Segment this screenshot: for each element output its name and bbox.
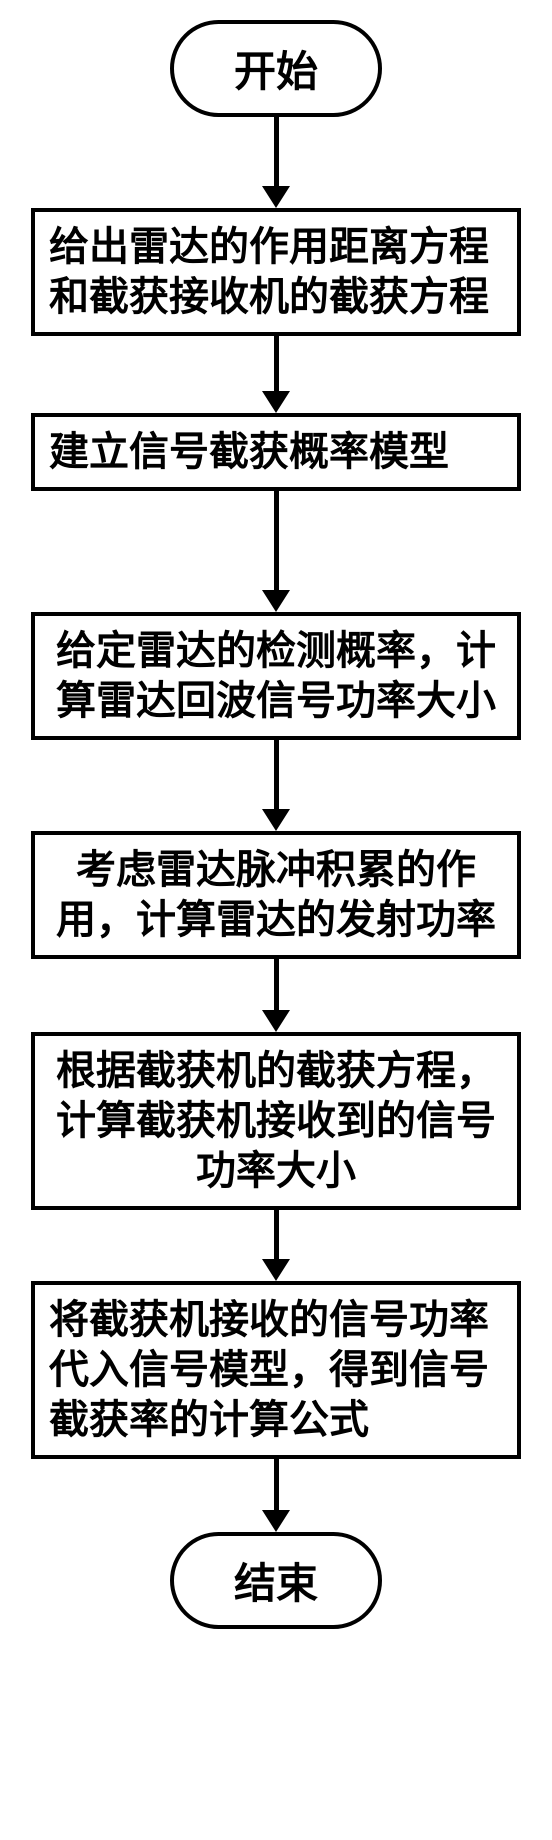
step-text: 建立信号截获概率模型: [49, 429, 449, 474]
process-step-2: 给定雷达的检测概率，计算雷达回波信号功率大小: [31, 612, 521, 740]
arrow-line: [274, 1210, 279, 1260]
step-text: 给出雷达的作用距离方程和截获接收机的截获方程: [49, 224, 489, 319]
end-terminal: 结束: [170, 1532, 382, 1629]
flowchart-container: 开始 给出雷达的作用距离方程和截获接收机的截获方程 建立信号截获概率模型 给定雷…: [0, 0, 552, 1629]
start-terminal: 开始: [170, 20, 382, 117]
arrow-head-icon: [262, 1010, 290, 1032]
step-text: 将截获机接收的信号功率代入信号模型，得到信号截获率的计算公式: [49, 1297, 489, 1442]
arrow-line: [274, 959, 279, 1011]
arrow-head-icon: [262, 1510, 290, 1532]
arrow-6: [262, 1459, 290, 1532]
process-step-1: 建立信号截获概率模型: [31, 413, 521, 491]
process-step-5: 将截获机接收的信号功率代入信号模型，得到信号截获率的计算公式: [31, 1281, 521, 1459]
arrow-line: [274, 740, 279, 810]
start-label: 开始: [234, 50, 318, 96]
arrow-line: [274, 1459, 279, 1511]
arrow-head-icon: [262, 186, 290, 208]
arrow-5: [262, 1210, 290, 1281]
arrow-head-icon: [262, 1259, 290, 1281]
end-label: 结束: [234, 1562, 318, 1608]
arrow-line: [274, 336, 279, 392]
arrow-2: [262, 491, 290, 612]
arrow-1: [262, 336, 290, 413]
process-step-0: 给出雷达的作用距离方程和截获接收机的截获方程: [31, 208, 521, 336]
arrow-3: [262, 740, 290, 831]
arrow-head-icon: [262, 590, 290, 612]
process-step-3: 考虑雷达脉冲积累的作用，计算雷达的发射功率: [31, 831, 521, 959]
arrow-4: [262, 959, 290, 1032]
arrow-head-icon: [262, 809, 290, 831]
process-step-4: 根据截获机的截获方程，计算截获机接收到的信号功率大小: [31, 1032, 521, 1210]
step-text: 根据截获机的截获方程，计算截获机接收到的信号功率大小: [56, 1048, 496, 1193]
step-text: 给定雷达的检测概率，计算雷达回波信号功率大小: [56, 628, 496, 723]
arrow-line: [274, 117, 279, 187]
arrow-line: [274, 491, 279, 591]
step-text: 考虑雷达脉冲积累的作用，计算雷达的发射功率: [56, 847, 496, 942]
arrow-head-icon: [262, 391, 290, 413]
arrow-0: [262, 117, 290, 208]
